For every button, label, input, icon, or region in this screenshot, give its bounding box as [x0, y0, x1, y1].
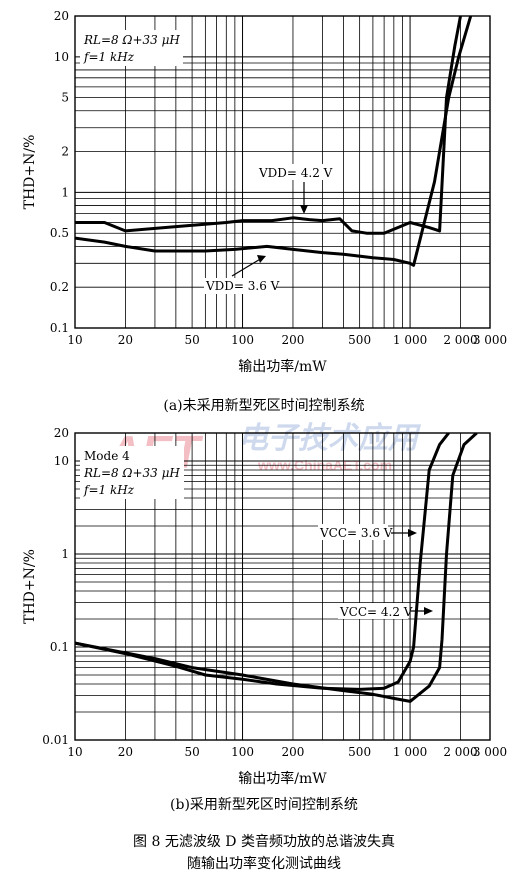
- chart-b-series-line-2: [75, 433, 478, 703]
- annotation-vdd-3v6-arrowhead: [257, 255, 266, 263]
- chart-a-annotations: VDD= 4.2 V VDD= 3.6 V: [204, 164, 333, 294]
- chart-a-condition-load: RL=8 Ω+33 μH: [83, 33, 180, 47]
- annotation-vcc-4v2-arrowhead: [424, 607, 433, 615]
- chart-a-y-tick-label: 2: [61, 145, 69, 159]
- annotation-vdd-4v2-arrowhead: [300, 205, 308, 214]
- chart-b-y-axis-label: THD+N/%: [22, 549, 38, 624]
- chart-b-condition-mode: Mode 4: [84, 449, 130, 463]
- chart-a-plot-frame: [74, 15, 491, 329]
- annotation-vdd-3v6: VDD= 3.6 V: [205, 279, 280, 293]
- chart-a-y-tick-label: 0.5: [50, 226, 69, 240]
- chart-a-series-line-1: [75, 16, 462, 235]
- chart-a-condition-freq: f=1 kHz: [83, 50, 135, 64]
- chart-b-x-tick-label: 3 000: [473, 745, 507, 759]
- chart-a-y-tick-label: 5: [61, 91, 69, 105]
- chart-a-x-tick-label: 1 000: [393, 333, 427, 347]
- figure-caption-line2: 随输出功率变化测试曲线: [187, 855, 341, 872]
- chart-b-condition-load: RL=8 Ω+33 μH: [83, 466, 180, 480]
- chart-b-y-tick-label: 0.01: [42, 733, 69, 747]
- chart-b-caption: (b)采用新型死区时间控制系统: [170, 797, 358, 813]
- chart-a-x-tick-label: 500: [348, 333, 371, 347]
- annotation-vcc-4v2: VCC= 4.2 V: [339, 605, 413, 619]
- figure-caption-line1: 图 8 无滤波级 D 类音频功放的总谐波失真: [133, 833, 395, 850]
- chart-b-x-tick-label: 500: [348, 745, 371, 759]
- chart-a-x-axis-label: 输出功率/mW: [238, 358, 327, 375]
- chart-a-caption: (a)未采用新型死区时间控制系统: [163, 398, 364, 414]
- watermark-cn: 电子技术应用: [238, 421, 422, 456]
- chart-b-x-tick-label: 10: [67, 745, 82, 759]
- chart-b-condition-freq: f=1 kHz: [83, 483, 135, 497]
- chart-b-y-tick-label: 1: [61, 547, 69, 561]
- chart-b-annotations: VCC= 3.6 V VCC= 4.2 V: [318, 524, 433, 619]
- chart-b-plot-frame: [74, 432, 491, 741]
- annotation-vdd-4v2: VDD= 4.2 V: [258, 166, 333, 180]
- chart-b-x-tick-label: 2 000: [443, 745, 477, 759]
- chart-a-x-tick-label: 50: [184, 333, 199, 347]
- chart-b-series-line-1: [75, 433, 450, 691]
- chart-a-x-tick-label: 200: [282, 333, 305, 347]
- annotation-vcc-3v6-arrowhead: [408, 529, 417, 537]
- chart-b-x-tick-label: 20: [118, 745, 133, 759]
- chart-a-x-tick-label: 20: [118, 333, 133, 347]
- chart-a-y-tick-label: 0.1: [50, 321, 69, 335]
- chart-a-x-tick-label: 100: [231, 333, 254, 347]
- chart-b-x-tick-label: 1 000: [393, 745, 427, 759]
- chart-a-y-axis-label: THD+N/%: [22, 135, 38, 210]
- chart-b-conditions: Mode 4 RL=8 Ω+33 μH f=1 kHz: [80, 446, 184, 499]
- chart-a-y-tick-label: 0.2: [50, 280, 69, 294]
- chart-b-x-tick-label: 50: [184, 745, 199, 759]
- chart-b-x-tick-label: 200: [282, 745, 305, 759]
- chart-b-x-tick-label: 100: [231, 745, 254, 759]
- chart-b-y-tick-label: 20: [54, 426, 69, 440]
- chart-a-x-tick-label: 3 000: [473, 333, 507, 347]
- chart-a-series-line-2: [75, 16, 473, 267]
- chart-b-x-axis-label: 输出功率/mW: [238, 770, 327, 787]
- chart-a-y-tick-label: 1: [61, 185, 69, 199]
- chart-a-x-tick-label: 10: [67, 333, 82, 347]
- chart-a-y-tick-label: 10: [54, 50, 69, 64]
- chart-a-y-tick-label: 20: [54, 9, 69, 23]
- annotation-vdd-3v6-arrow: [231, 257, 263, 277]
- chart-a-x-tick-label: 2 000: [443, 333, 477, 347]
- annotation-vcc-3v6: VCC= 3.6 V: [319, 526, 393, 540]
- chart-b-y-tick-label: 0.1: [50, 640, 69, 654]
- chart-a-conditions: RL=8 Ω+33 μH f=1 kHz: [80, 30, 183, 66]
- chart-b-y-tick-label: 10: [54, 454, 69, 468]
